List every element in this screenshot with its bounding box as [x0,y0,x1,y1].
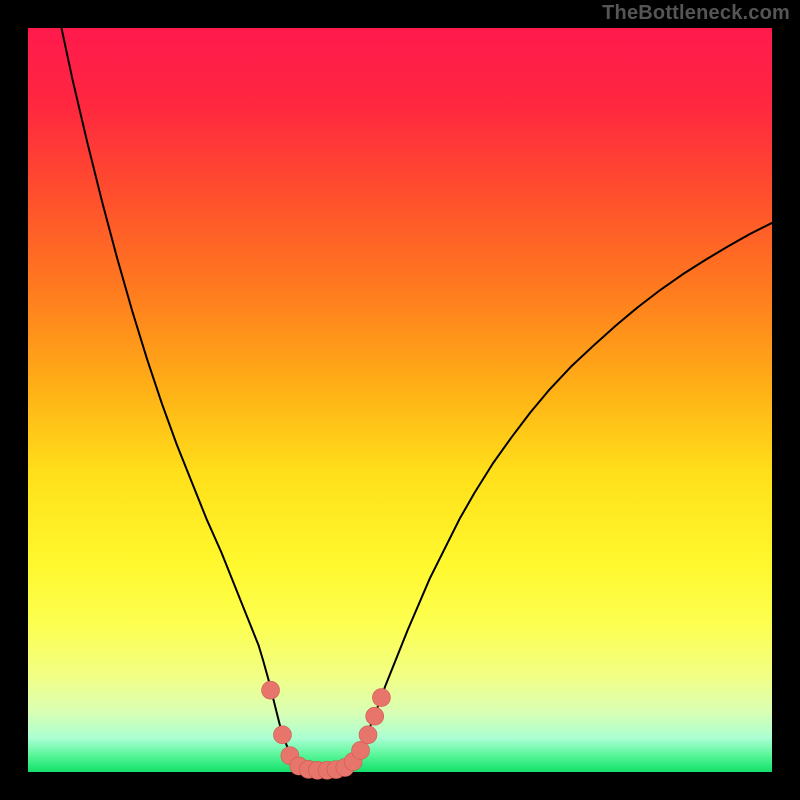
curve-marker [262,681,280,699]
watermark-text: TheBottleneck.com [602,2,790,25]
curve-marker [273,726,291,744]
bottleneck-chart [0,0,800,800]
curve-marker [352,741,370,759]
curve-marker [359,726,377,744]
curve-marker [366,707,384,725]
curve-marker [372,689,390,707]
plot-background [28,28,772,772]
